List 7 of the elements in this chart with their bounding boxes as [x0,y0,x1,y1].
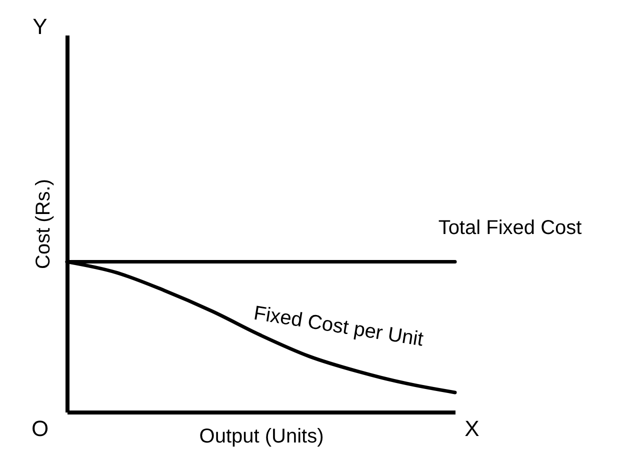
text: Y [32,14,48,39]
x-axis-title: Output (Units) [199,426,324,448]
series-label: Total Fixed Cost [438,216,582,239]
text: Fixed Cost per Unit [252,302,426,351]
text: O [31,416,49,441]
y-axis-title: Cost (Rs.) [32,179,54,269]
text: X [464,416,480,441]
